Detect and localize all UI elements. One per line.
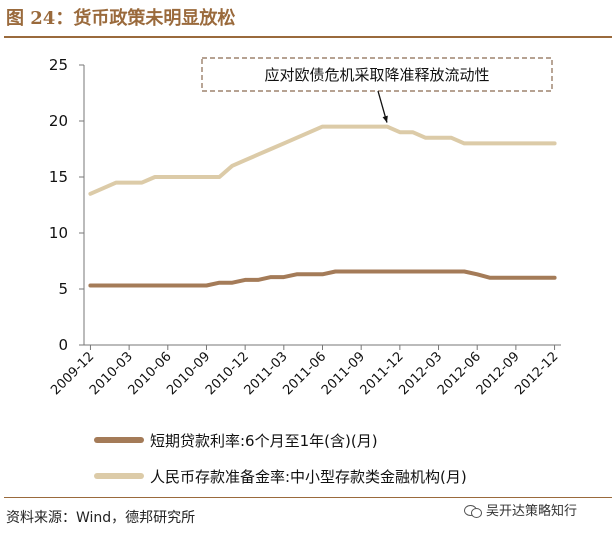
y-tick-label: 10: [49, 224, 68, 242]
series-line-1: [88, 269, 557, 288]
watermark: 吴开达策略知行: [464, 500, 577, 519]
wechat-icon: [464, 503, 482, 518]
x-axis-ticks: 2009-122010-032010-062010-092010-122011-…: [48, 345, 561, 398]
y-tick-label: 20: [49, 112, 68, 130]
annotation-text: 应对欧债危机采取降准释放流动性: [264, 66, 489, 84]
y-tick-label: 0: [58, 336, 68, 354]
footer-divider: [4, 497, 612, 498]
legend: 短期贷款利率:6个月至1年(含)(月) 人民币存款准备金率:中小型存款类金融机构(…: [94, 432, 467, 486]
annotation: 应对欧债危机采取降准释放流动性: [201, 57, 553, 123]
y-tick-label: 5: [58, 280, 68, 298]
series-line-2: [88, 124, 557, 196]
legend-label-1: 短期贷款利率:6个月至1年(含)(月): [150, 432, 378, 450]
legend-label-2: 人民币存款准备金率:中小型存款类金融机构(月): [150, 468, 467, 486]
x-tick-label: 2012-12: [512, 349, 561, 398]
y-tick-label: 15: [49, 168, 68, 186]
title-divider: [4, 36, 612, 38]
source-note: 资料来源：Wind，德邦研究所: [6, 510, 196, 526]
annotation-box: [201, 57, 553, 92]
chart-axes: [83, 65, 561, 346]
series-lines: [88, 124, 557, 288]
y-axis-ticks: 0 5 10 15 20 25: [49, 56, 84, 354]
watermark-text: 吴开达策略知行: [486, 504, 578, 519]
y-tick-label: 25: [49, 56, 68, 74]
figure-title: 图 24：货币政策未明显放松: [6, 8, 236, 29]
annotation-arrowhead: [382, 115, 388, 123]
